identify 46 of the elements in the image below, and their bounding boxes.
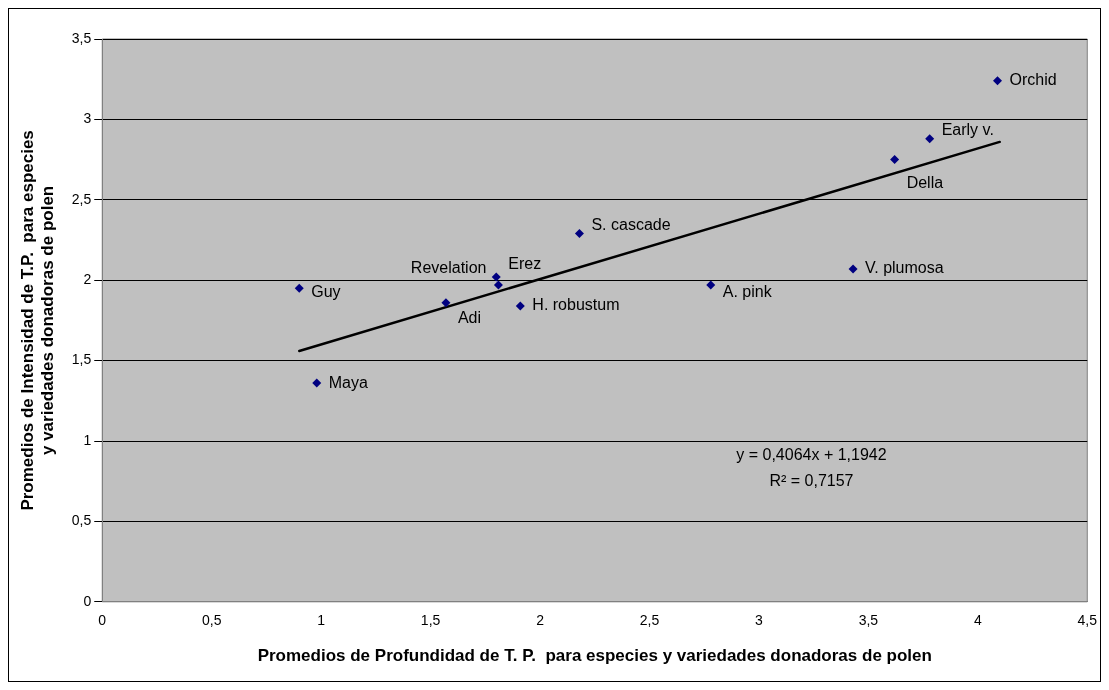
annotation: V. plumosa	[865, 259, 944, 277]
point	[493, 280, 503, 290]
point	[441, 298, 451, 308]
y-axis-title: Promedios de Intensidad de T.P. para especies y variedades donadoras de polen	[17, 130, 58, 511]
point	[993, 76, 1003, 86]
x-tick-label: 4,5	[1077, 612, 1098, 629]
x-tick-label: 4	[973, 612, 982, 629]
x-axis-title: Promedios de Profundidad de T. P. para especies y variedades donadoras de polen	[257, 646, 932, 666]
y-tick-label: 2,5	[71, 190, 92, 207]
y-tick-label: 2	[83, 271, 92, 288]
x-tick-label: 0,5	[201, 612, 222, 629]
y-tick-label: 0,5	[71, 512, 92, 529]
annotation: Della	[906, 174, 944, 192]
x-tick-label: 3,5	[858, 612, 879, 629]
point	[848, 264, 858, 274]
annotation: Revelation	[410, 259, 487, 277]
annotation: Maya	[328, 373, 368, 391]
point	[294, 283, 304, 293]
y-tick-label: 1,5	[71, 351, 92, 368]
annotation: Guy	[311, 282, 341, 300]
point	[574, 229, 584, 239]
annotation: Adi	[457, 309, 482, 327]
point	[890, 155, 900, 165]
point	[706, 280, 716, 290]
point	[515, 301, 525, 311]
annotation: Erez	[508, 255, 542, 273]
y-tick-label: 0	[83, 592, 92, 609]
annotation: A. pink	[722, 283, 773, 301]
point	[491, 272, 501, 282]
point	[312, 378, 322, 388]
annotation: Orchid	[1009, 71, 1057, 89]
point	[925, 134, 935, 144]
annotation: R² = 0,7157	[769, 471, 854, 489]
x-tick-label: 1,5	[420, 612, 441, 629]
annotation: Early v.	[941, 121, 994, 139]
x-tick-label: 1	[317, 612, 326, 629]
y-tick-label: 3,5	[71, 29, 92, 46]
x-tick-label: 2	[536, 612, 545, 629]
x-tick-label: 2,5	[639, 612, 660, 629]
x-tick-label: 0	[98, 612, 107, 629]
y-tick-label: 1	[83, 431, 92, 448]
annotation: y = 0,4064x + 1,1942	[736, 445, 887, 463]
y-tick-label: 3	[83, 110, 92, 127]
x-tick-label: 3	[755, 612, 764, 629]
annotation: S. cascade	[591, 215, 671, 233]
annotation: H. robustum	[532, 296, 620, 314]
